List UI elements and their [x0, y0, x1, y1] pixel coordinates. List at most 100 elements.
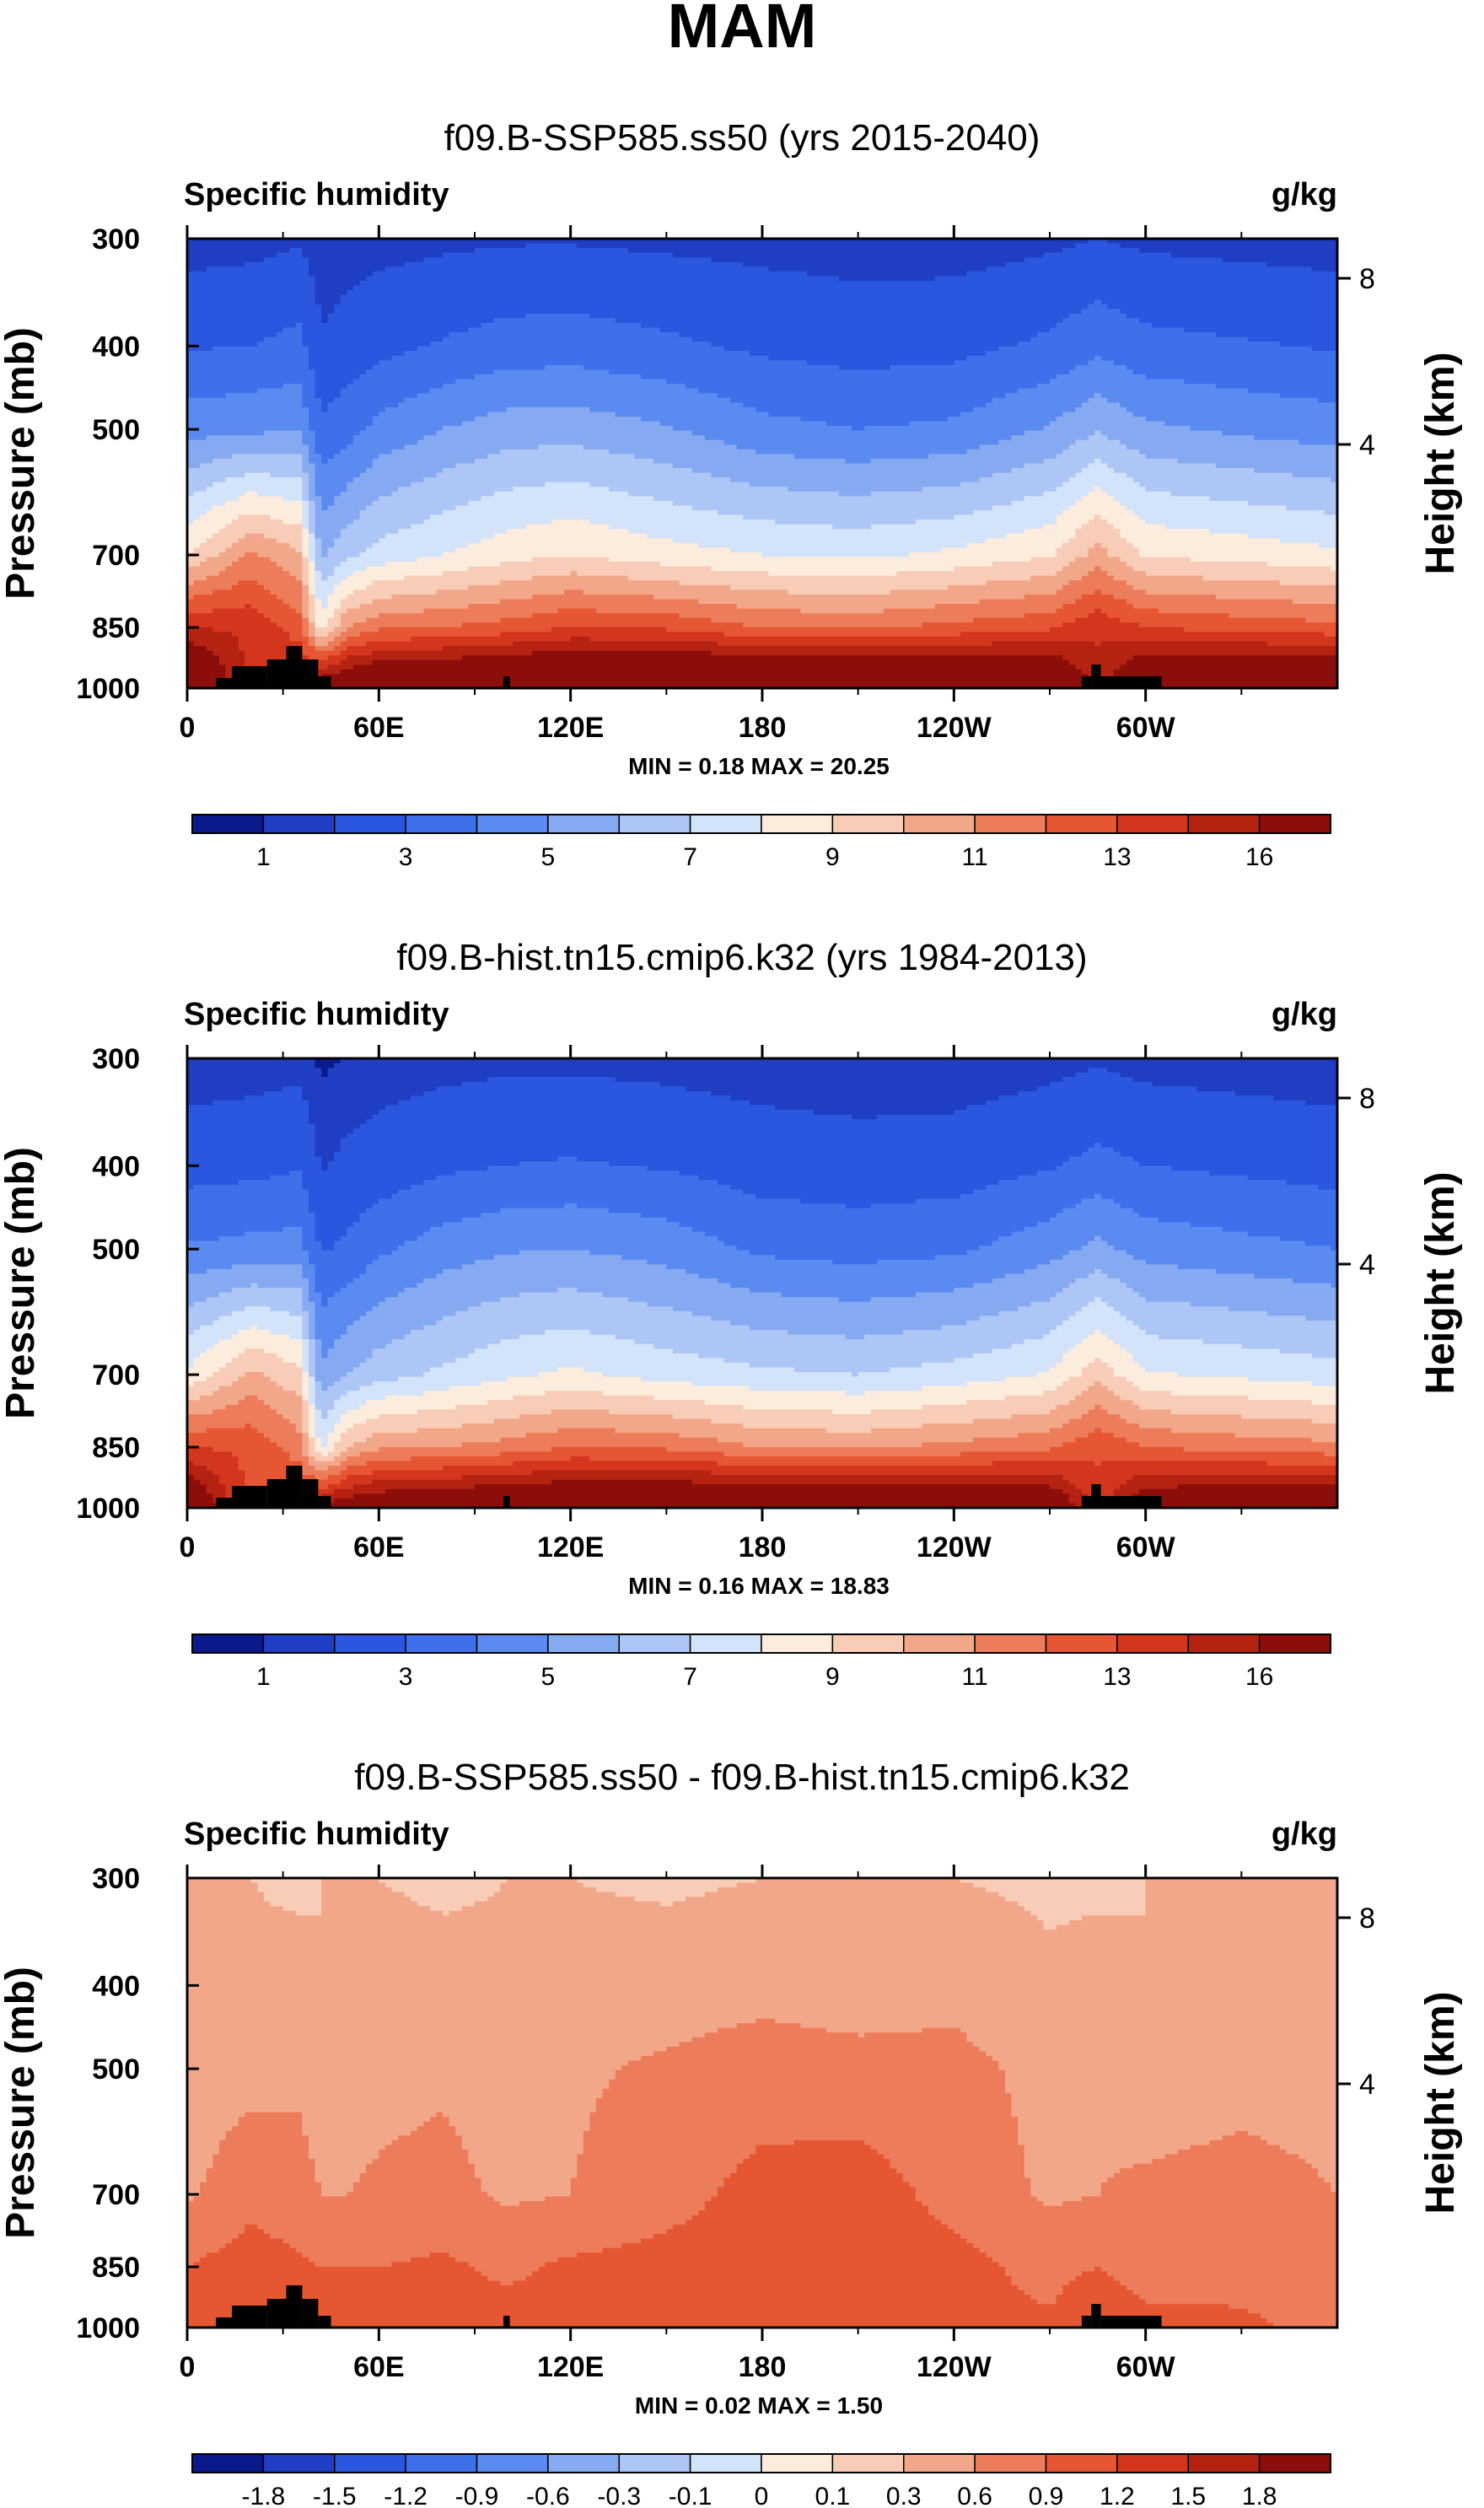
contour-cell	[775, 519, 917, 525]
contour-cell	[302, 510, 309, 516]
contour-cell	[187, 641, 195, 647]
contour-cell	[698, 1175, 1019, 1181]
contour-cell	[404, 397, 731, 403]
contour-cell	[966, 449, 1063, 455]
contour-cell	[391, 1339, 501, 1345]
contour-cell	[717, 1437, 974, 1443]
contour-cell	[372, 463, 456, 469]
colorbar-label: 16	[1245, 843, 1273, 871]
contour-cell	[302, 463, 316, 469]
contour-cell	[1056, 519, 1089, 525]
contour-cell	[557, 1428, 616, 1434]
contour-cell	[506, 529, 629, 535]
contour-cell	[327, 505, 367, 511]
contour-cell	[1152, 1081, 1337, 1087]
contour-cell	[334, 1428, 348, 1434]
contour-cell	[1018, 388, 1249, 394]
contour-cell	[379, 1446, 552, 1452]
contour-cell	[1145, 1892, 1337, 1897]
contour-cell	[1254, 468, 1337, 474]
contour-cell	[551, 1446, 667, 1452]
contour-cell	[986, 1184, 1319, 1191]
contour-cell	[238, 2117, 303, 2123]
contour-cell	[321, 674, 495, 680]
contour-cell	[321, 500, 335, 507]
contour-cell	[366, 1268, 444, 1274]
panel-title: f09.B-SSP585.ss50 - f09.B-hist.tn15.cmip…	[354, 1757, 1130, 1798]
x-tick-label: 60W	[1116, 1531, 1176, 1563]
x-tick-label: 60E	[353, 2351, 405, 2383]
contour-cell	[315, 599, 322, 605]
contour-cell	[340, 1451, 361, 1457]
contour-cell	[973, 1882, 1147, 1888]
contour-cell	[1222, 257, 1337, 263]
contour-cell	[232, 562, 277, 568]
contour-cell	[359, 1386, 450, 1391]
contour-cell	[890, 1367, 1051, 1373]
contour-cell	[1094, 1194, 1102, 1200]
contour-cell	[187, 2299, 1038, 2305]
contour-cell	[257, 1283, 309, 1289]
contour-cell	[928, 2205, 1337, 2211]
contour-cell	[915, 519, 1057, 525]
contour-cell	[187, 2243, 227, 2249]
colorbar-box	[689, 814, 762, 834]
terrain-block	[1100, 676, 1162, 688]
contour-cell	[1247, 1175, 1337, 1181]
contour-cell	[947, 2224, 1337, 2231]
contour-cell	[1075, 472, 1127, 478]
contour-cell	[1075, 500, 1121, 507]
contour-cell	[1075, 1343, 1121, 1349]
contour-cell	[193, 2262, 316, 2268]
contour-cell	[429, 514, 744, 520]
contour-cell	[468, 1353, 699, 1359]
variable-label: Specific humidity	[184, 1816, 449, 1852]
contour-cell	[187, 1948, 1337, 1954]
contour-cell	[218, 1386, 284, 1391]
contour-cell	[570, 2177, 725, 2183]
contour-cell	[187, 1451, 233, 1457]
contour-cell	[481, 496, 654, 502]
contour-cell	[347, 1446, 379, 1452]
contour-cell	[289, 1418, 303, 1424]
contour-cell	[187, 346, 213, 352]
colorbar-box	[191, 2453, 265, 2473]
contour-cell	[1145, 1878, 1337, 1884]
contour-cell	[238, 1461, 303, 1467]
contour-cell	[493, 369, 610, 375]
contour-cell	[730, 2172, 904, 2178]
contour-cell	[187, 1268, 207, 1274]
contour-cell	[775, 2018, 1337, 2024]
contour-cell	[302, 402, 322, 408]
contour-cell	[302, 2252, 431, 2258]
contour-cell	[1107, 491, 1172, 497]
contour-cell	[1081, 1391, 1115, 1397]
contour-cell	[347, 1475, 463, 1481]
contour-cell	[1229, 2304, 1337, 2310]
contour-cell	[443, 336, 693, 342]
contour-cell	[308, 266, 386, 272]
contour-cell	[564, 589, 584, 595]
x-tick-label: 120W	[917, 2351, 992, 2383]
contour-cell	[711, 472, 993, 478]
contour-cell	[928, 2210, 1337, 2216]
contour-cell	[1305, 1241, 1337, 1246]
contour-cell	[187, 393, 227, 399]
contour-cell	[634, 454, 795, 460]
contour-cell	[1324, 632, 1337, 638]
y-tick-label: 700	[92, 1359, 140, 1391]
contour-cell	[1068, 2280, 1121, 2286]
contour-cell	[212, 346, 309, 352]
contour-cell	[615, 1077, 1063, 1083]
contour-cell	[187, 622, 277, 628]
contour-cell	[443, 510, 718, 516]
contour-cell	[1011, 1343, 1076, 1349]
contour-cell	[334, 1446, 348, 1452]
contour-cell	[487, 412, 616, 417]
contour-cell	[1024, 2159, 1153, 2165]
contour-cell	[455, 2130, 584, 2136]
contour-cell	[1298, 439, 1337, 445]
contour-cell	[641, 1213, 1057, 1219]
contour-cell	[1056, 547, 1089, 553]
terrain-block	[1091, 665, 1101, 688]
